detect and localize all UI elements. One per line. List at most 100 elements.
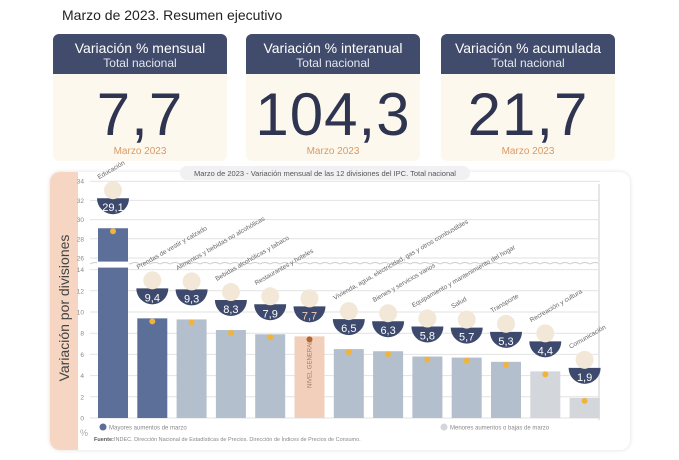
value-label: 6,3: [380, 325, 395, 337]
card-title: Variación % acumulada: [454, 40, 602, 56]
division-icon: [418, 309, 437, 328]
value-label: 9,4: [145, 292, 160, 304]
category-label: Salud: [450, 296, 468, 311]
division-icon: [143, 271, 162, 290]
category-label: Transporte: [490, 293, 521, 315]
bar: [451, 357, 482, 418]
bar-dot: [188, 319, 195, 326]
bar-dot: [503, 361, 509, 368]
value-badge: [254, 304, 287, 321]
division-icon: [497, 314, 515, 333]
value-label: 6,5: [341, 323, 356, 335]
bar-dot: [267, 334, 274, 341]
legend-swatch-mayores: [99, 423, 107, 431]
bar: [373, 351, 404, 418]
bar-dot: [424, 356, 431, 363]
source-label: Fuente:: [94, 437, 114, 443]
bar-dot: [385, 351, 392, 358]
card-period: Marzo 2023: [501, 146, 555, 157]
bar-dot: [542, 371, 549, 378]
y-tick-label: 14: [77, 267, 85, 274]
card-monthly: Variación % mensual Total nacional 7,7 Ma…: [53, 34, 227, 161]
y-tick-label: 12: [77, 288, 85, 295]
y-tick-label: 6: [80, 352, 84, 359]
value-label: 9,3: [184, 293, 199, 305]
y-tick-label: 26: [77, 256, 85, 263]
card-period: Marzo 2023: [113, 146, 167, 157]
division-icon: [379, 304, 398, 323]
y-unit: %: [80, 428, 88, 438]
y-tick-label: 4: [80, 373, 84, 380]
value-label: 4,4: [538, 345, 553, 357]
card-subtitle: Total nacional: [103, 56, 177, 70]
value-badge: [97, 198, 129, 215]
division-icon: [261, 287, 280, 306]
value-label: 8,3: [223, 304, 238, 316]
legend-menores: Menores aumentos o bajas de marzo: [450, 426, 550, 432]
category-label: Educación: [97, 160, 127, 181]
y-tick-label: 28: [77, 236, 85, 243]
value-badge: [372, 321, 405, 338]
y-tick-label: 30: [77, 217, 85, 224]
value-badge: [175, 289, 208, 306]
category-label: Vivienda, agua, electricidad, gas y otro…: [332, 218, 470, 302]
value-label: 5,8: [420, 331, 435, 343]
legend-swatch-menores: [440, 423, 448, 431]
bar-dot: [110, 228, 116, 235]
card-value: 104,3: [255, 81, 411, 148]
card-value: 7,7: [96, 81, 184, 148]
division-icon: [221, 283, 240, 302]
bar: [569, 397, 600, 418]
value-badge: [332, 319, 365, 336]
y-tick-label: 0: [80, 416, 84, 423]
chart-title: Marzo de 2023 - Variación mensual de las…: [194, 169, 456, 178]
legend-mayores: Mayores aumentos de marzo: [109, 426, 187, 432]
bar: [491, 361, 521, 418]
bar: [530, 371, 561, 418]
value-badge: [490, 331, 522, 348]
page-title: Marzo de 2023. Resumen ejecutivo: [62, 7, 283, 23]
bar: [137, 318, 168, 418]
division-icon: [457, 310, 476, 329]
category-label: Recreación y cultura: [529, 288, 584, 324]
category-label: Prendas de vestir y calzado: [136, 225, 209, 271]
division-icon: [339, 302, 358, 321]
value-badge: [214, 300, 247, 317]
value-label: 5,3: [498, 336, 513, 348]
general-label: NIVEL GENERAL: [308, 340, 314, 388]
value-badge: [568, 367, 601, 384]
bar: [255, 334, 286, 418]
division-icon: [575, 350, 594, 369]
bar: [176, 319, 207, 418]
bar-dot: [306, 336, 313, 343]
card-title: Variación % mensual: [74, 40, 206, 56]
card-subtitle: Total nacional: [491, 56, 565, 70]
bar: [333, 349, 364, 418]
y-label-strip: [50, 172, 78, 450]
value-label: 7,7: [302, 310, 317, 322]
bar-break-gap: [97, 261, 129, 268]
division-icon: [536, 324, 555, 343]
value-badge: [136, 288, 169, 305]
y-tick-label: 32: [77, 198, 85, 205]
y-tick-label: 34: [77, 179, 85, 186]
bar-dot: [463, 357, 470, 364]
division-icon: [300, 289, 319, 308]
value-label: 7,9: [263, 308, 278, 320]
bar: [215, 330, 246, 418]
value-label: 1,9: [577, 372, 592, 384]
card-value: 21,7: [467, 81, 589, 148]
bar-dot: [581, 397, 588, 404]
value-badge: [450, 327, 483, 344]
y-tick-label: 8: [80, 331, 84, 338]
chart-title-bg: [180, 166, 470, 180]
card-period: Marzo 2023: [306, 146, 360, 157]
division-icon: [182, 272, 201, 291]
division-icon: [104, 181, 122, 200]
card-yearly: Variación % interanual Total nacional 104…: [246, 34, 420, 161]
card-accumulated: Variación % acumulada Total nacional 21,7…: [441, 34, 615, 161]
axis-break-wave: [89, 262, 601, 265]
source-text: INDEC. Dirección Nacional de Estadística…: [114, 436, 361, 443]
value-label: 29,1: [102, 202, 123, 214]
